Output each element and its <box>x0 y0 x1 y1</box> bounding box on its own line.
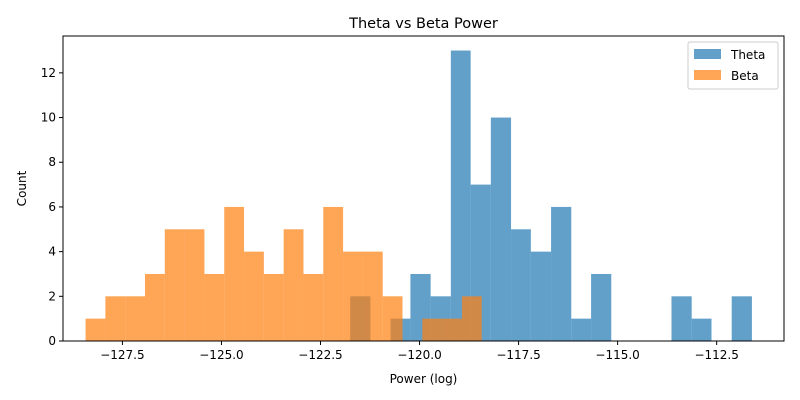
theta-bar <box>571 318 592 341</box>
legend-swatch-beta <box>694 70 721 80</box>
bars-layer <box>85 50 752 342</box>
legend-swatch-theta <box>694 49 721 59</box>
x-tick-label: −112.5 <box>694 348 738 362</box>
beta-bar <box>164 229 185 341</box>
x-tick-label: −120.0 <box>397 348 441 362</box>
beta-bar <box>461 296 482 341</box>
beta-bar <box>442 318 462 341</box>
x-axis-ticks: −127.5 −125.0 −122.5 −120.0 −117.5 −115.0 −112… <box>100 341 739 362</box>
beta-bar <box>263 273 284 341</box>
x-tick-label: −122.5 <box>298 348 342 362</box>
legend-label-beta: Beta <box>731 69 759 83</box>
beta-bar <box>204 273 225 341</box>
theta-bar <box>731 296 752 341</box>
beta-bar <box>85 318 106 341</box>
x-axis-label: Power (log) <box>390 372 458 386</box>
beta-bar <box>422 318 443 341</box>
theta-bar <box>490 117 512 341</box>
y-tick-label: 0 <box>48 334 56 348</box>
beta-bar <box>303 273 324 341</box>
beta-bar <box>362 251 383 341</box>
beta-bar <box>323 206 344 341</box>
y-tick-label: 4 <box>48 245 56 259</box>
y-tick-label: 8 <box>48 155 56 169</box>
theta-bar <box>450 50 471 342</box>
x-tick-label: −127.5 <box>100 348 144 362</box>
theta-bar <box>530 251 552 341</box>
beta-bar <box>283 229 304 341</box>
beta-bar <box>224 206 245 341</box>
theta-bar <box>671 296 692 341</box>
x-tick-label: −115.0 <box>595 348 639 362</box>
chart-title: Theta vs Beta Power <box>348 16 498 32</box>
y-axis-label: Count <box>15 170 29 206</box>
beta-bar <box>382 296 403 341</box>
theta-bar <box>551 206 572 341</box>
x-tick-label: −117.5 <box>496 348 540 362</box>
y-tick-label: 10 <box>41 111 56 125</box>
beta-bar <box>244 251 264 341</box>
beta-bar <box>125 296 146 341</box>
legend-label-theta: Theta <box>730 48 765 62</box>
legend: Theta Beta <box>687 41 779 90</box>
x-tick-label: −125.0 <box>199 348 243 362</box>
beta-bar <box>105 296 126 341</box>
plot-frame <box>62 35 785 342</box>
theta-bar <box>691 318 712 341</box>
theta-bar <box>591 273 612 341</box>
y-tick-label: 6 <box>48 200 56 214</box>
beta-bar <box>343 251 363 341</box>
theta-bar <box>511 229 531 341</box>
beta-bar <box>184 229 205 341</box>
beta-bar <box>145 273 165 341</box>
y-tick-label: 2 <box>48 289 56 303</box>
y-tick-label: 12 <box>41 66 56 80</box>
y-axis-ticks: 0 2 4 6 8 10 12 <box>41 66 63 348</box>
